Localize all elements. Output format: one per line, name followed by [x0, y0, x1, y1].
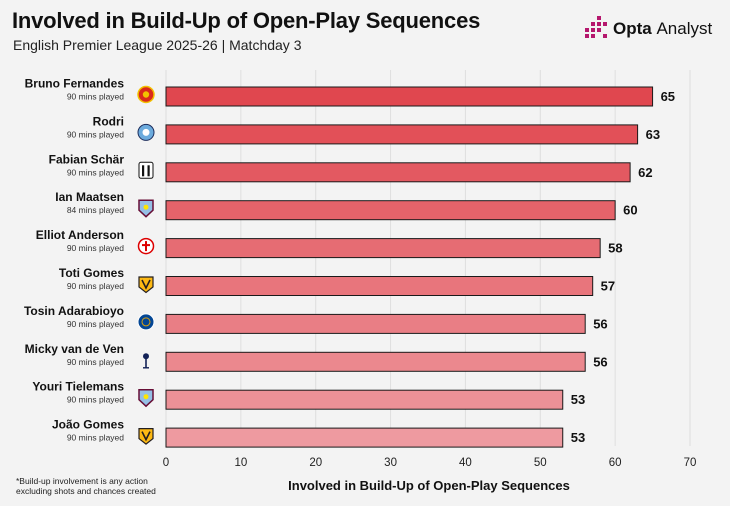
wolves-badge-icon [138, 428, 154, 445]
x-tick-label: 40 [459, 457, 472, 469]
player-name: Rodri [93, 114, 124, 128]
bar [165, 276, 594, 296]
bar [165, 389, 564, 410]
x-tick-label: 10 [234, 457, 247, 469]
x-tick-label: 20 [309, 457, 322, 469]
player-name: João Gomes [52, 418, 124, 432]
chelsea-badge-icon [137, 313, 155, 331]
bar [165, 427, 564, 448]
chart-bars [165, 86, 654, 448]
newcastle-badge-icon [138, 161, 154, 179]
bar [165, 238, 601, 259]
minutes-played-label: 90 mins played [67, 243, 124, 253]
value-label: 53 [571, 392, 585, 407]
chart-subtitle: English Premier League 2025-26 | Matchda… [13, 37, 302, 53]
minutes-played-label: 90 mins played [67, 433, 124, 443]
minutes-played-label: 90 mins played [67, 129, 124, 139]
player-name: Micky van de Ven [25, 342, 124, 356]
minutes-played-label: 90 mins played [67, 395, 124, 405]
x-axis-title: Involved in Build-Up of Open-Play Sequen… [288, 478, 570, 493]
minutes-played-label: 90 mins played [67, 92, 124, 102]
x-tick-label: 0 [163, 457, 169, 469]
brand-name-bold: Opta [613, 19, 652, 38]
value-label: 65 [661, 89, 675, 104]
minutes-played-label: 90 mins played [67, 319, 124, 329]
x-axis: 0 10 20 30 40 50 60 70 [163, 457, 697, 469]
manchester-united-badge-icon [137, 85, 155, 104]
nottingham-forest-badge-icon [137, 237, 155, 255]
player-name: Elliot Anderson [36, 228, 124, 242]
player-name: Ian Maatsen [55, 190, 124, 204]
bar [165, 200, 616, 221]
minutes-played-label: 90 mins played [67, 281, 124, 291]
x-tick-label: 30 [384, 457, 397, 469]
value-label: 56 [593, 316, 607, 331]
minutes-played-label: 90 mins played [67, 357, 124, 367]
player-name: Youri Tielemans [32, 380, 124, 394]
player-name: Tosin Adarabioyo [24, 304, 124, 318]
minutes-played-label: 84 mins played [67, 205, 124, 215]
chart-title: Involved in Build-Up of Open-Play Sequen… [12, 8, 481, 33]
opta-logo-icon [585, 16, 607, 38]
brand-name-light: Analyst [656, 19, 713, 38]
x-tick-label: 60 [609, 457, 622, 469]
aston-villa-badge-icon [138, 199, 154, 218]
x-tick-label: 50 [534, 457, 547, 469]
minutes-played-label: 90 mins played [67, 167, 124, 177]
value-label: 63 [646, 127, 660, 142]
bar [165, 86, 654, 107]
bar [165, 351, 586, 372]
value-label: 62 [638, 165, 652, 180]
tottenham-badge-icon [143, 353, 149, 369]
player-name: Fabian Schär [49, 152, 125, 166]
manchester-city-badge-icon [137, 123, 155, 141]
value-label: 60 [623, 203, 637, 218]
bar [165, 124, 639, 145]
value-label: 56 [593, 354, 607, 369]
footnote: *Build-up involvement is any action excl… [16, 476, 156, 496]
x-tick-label: 70 [684, 457, 697, 469]
bar [165, 162, 631, 183]
player-name: Toti Gomes [59, 266, 124, 280]
opta-analyst-logo: Opta Analyst [585, 16, 720, 46]
value-label: 57 [601, 279, 615, 294]
aston-villa-badge-icon [138, 388, 154, 408]
footnote-line-2: excluding shots and chances created [16, 486, 156, 496]
value-label: 58 [608, 241, 622, 256]
wolves-badge-icon [138, 276, 154, 294]
player-name: Bruno Fernandes [25, 77, 125, 91]
bar [165, 313, 586, 334]
value-label: 53 [571, 430, 585, 445]
footnote-line-1: *Build-up involvement is any action [16, 476, 148, 486]
